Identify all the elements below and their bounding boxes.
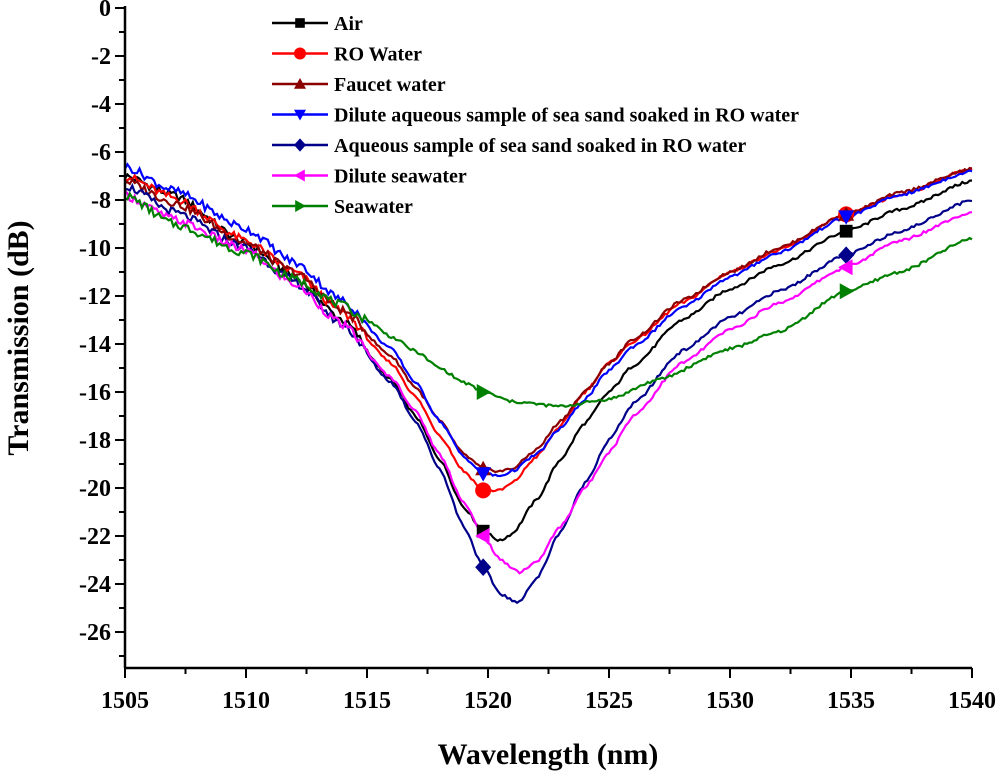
legend-label: Aqueous sample of sea sand soaked in RO … — [334, 135, 746, 157]
x-tick-label: 1540 — [948, 688, 996, 714]
x-tick-label: 1520 — [464, 688, 512, 714]
triangle-up-marker — [294, 78, 306, 89]
legend-label: Dilute seawater — [334, 166, 467, 188]
triangle-down-marker — [475, 467, 492, 482]
x-tick-label: 1505 — [101, 688, 149, 714]
series-lines — [124, 162, 973, 605]
square-marker — [295, 18, 305, 28]
y-tick-label: -2 — [91, 44, 111, 70]
y-tick-label: -26 — [79, 620, 111, 646]
x-tick-label: 1530 — [706, 688, 754, 714]
y-tick-label: -22 — [79, 524, 111, 550]
diamond-marker — [475, 558, 492, 576]
series-line — [124, 166, 973, 474]
series-markers — [475, 206, 855, 576]
legend-label: RO Water — [334, 44, 422, 66]
y-tick-label: -8 — [91, 188, 111, 214]
y-tick-label: -24 — [79, 572, 111, 598]
legend: Air RO Water Faucet water Dilute aqueous sa… — [272, 13, 799, 218]
y-tick-label: -6 — [91, 140, 111, 166]
triangle-left-marker — [838, 259, 853, 276]
x-tick-label: 1510 — [222, 688, 270, 714]
legend-label: Faucet water — [334, 74, 446, 96]
triangle-right-marker — [295, 200, 306, 212]
y-tick-label: -18 — [79, 428, 111, 454]
legend-label: Air — [334, 13, 363, 35]
legend-label: Seawater — [334, 196, 413, 218]
series-line — [124, 162, 973, 478]
y-tick-label: -12 — [79, 284, 111, 310]
diamond-marker — [294, 138, 306, 152]
x-tick-label: 1535 — [827, 688, 875, 714]
series-line — [124, 190, 973, 575]
triangle-right-marker — [476, 384, 492, 400]
triangle-left-marker — [294, 169, 305, 182]
x-tick-label: 1525 — [585, 688, 633, 714]
y-tick-label: -16 — [79, 380, 111, 406]
triangle-down-marker — [294, 109, 306, 121]
triangle-right-marker — [839, 283, 855, 300]
x-axis-label: Wavelength (nm) — [438, 738, 659, 771]
y-tick-label: 0 — [99, 0, 111, 22]
y-axis-label: Transmission (dB) — [2, 220, 35, 455]
triangle-left-marker — [475, 528, 490, 544]
series-line — [124, 191, 973, 409]
y-tick-label: -14 — [79, 332, 111, 358]
diamond-marker — [838, 246, 855, 264]
circle-marker — [294, 47, 306, 60]
y-tick-label: -20 — [79, 476, 111, 502]
y-tick-label: -10 — [79, 236, 111, 262]
triangle-down-marker — [838, 210, 855, 225]
legend-label: Dilute aqueous sample of sea sand soaked… — [334, 105, 799, 127]
x-tick-label: 1515 — [343, 688, 391, 714]
square-marker — [839, 224, 853, 238]
circle-marker — [475, 482, 492, 499]
y-tick-label: -4 — [91, 92, 111, 118]
axes: 1505 1510 1515 1520 1525 1530 1535 1540 0 -2 -4 -6 -… — [79, 0, 996, 714]
